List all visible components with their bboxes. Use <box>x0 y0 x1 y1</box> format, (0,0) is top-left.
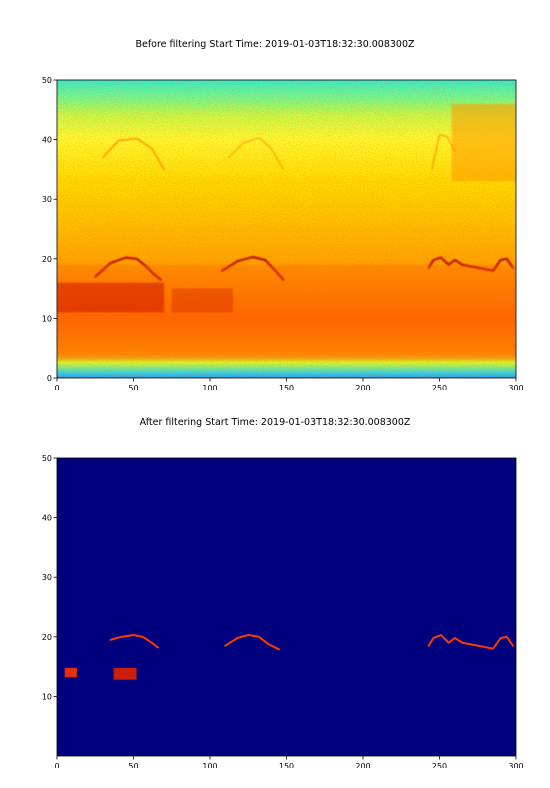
y-tick-label: 10 <box>42 314 52 323</box>
spectrogram-feature-region <box>64 667 77 678</box>
y-tick-label: 20 <box>42 633 52 642</box>
y-tick-label: 0 <box>47 374 52 383</box>
spectrogram-after-chart: 0 50 100 150 200 250 300 10 20 30 40 50 <box>42 454 524 768</box>
x-tick-label: 250 <box>432 762 447 768</box>
spectrogram-feature-region <box>57 264 516 361</box>
y-tick-label: 20 <box>42 255 52 264</box>
spectrogram-feature-curve <box>431 134 456 170</box>
chart-title-before: Before filtering Start Time: 2019-01-03T… <box>135 39 415 50</box>
y-tick-label: 50 <box>42 76 52 85</box>
x-tick-label: 200 <box>355 762 370 768</box>
x-tick-label: 300 <box>508 762 523 768</box>
spectrogram-feature-curve <box>109 634 159 649</box>
x-tick-label: 0 <box>54 762 59 768</box>
x-tick-label: 150 <box>279 384 294 390</box>
spectrogram-feature-curve <box>102 137 165 171</box>
x-tick-label: 50 <box>128 762 138 768</box>
x-tick-label: 0 <box>54 384 59 390</box>
spectrogram-feature-region <box>451 103 516 182</box>
spectrogram-feature-curve <box>227 137 284 170</box>
x-tick-label: 150 <box>279 762 294 768</box>
spectrogram-background <box>57 458 516 756</box>
spectrogram-feature-curve <box>224 634 280 651</box>
y-tick-label: 40 <box>42 514 52 523</box>
spectrogram-feature-region <box>113 667 137 680</box>
x-tick-label: 100 <box>202 384 217 390</box>
y-tick-label: 10 <box>42 692 52 701</box>
x-tick-label: 50 <box>128 384 138 390</box>
y-tick-label: 50 <box>42 454 52 463</box>
x-tick-label: 300 <box>508 384 523 390</box>
x-tick-label: 100 <box>202 762 217 768</box>
spectrogram-before-chart: 0 50 100 150 200 250 300 0 10 20 30 40 50 <box>42 76 524 390</box>
chart-title-after: After filtering Start Time: 2019-01-03T1… <box>139 417 411 428</box>
y-tick-label: 30 <box>42 195 52 204</box>
y-tick-label: 30 <box>42 573 52 582</box>
x-tick-label: 200 <box>355 384 370 390</box>
x-tick-label: 250 <box>432 384 447 390</box>
spectrogram-feature-curve <box>427 634 514 650</box>
y-tick-label: 40 <box>42 136 52 145</box>
